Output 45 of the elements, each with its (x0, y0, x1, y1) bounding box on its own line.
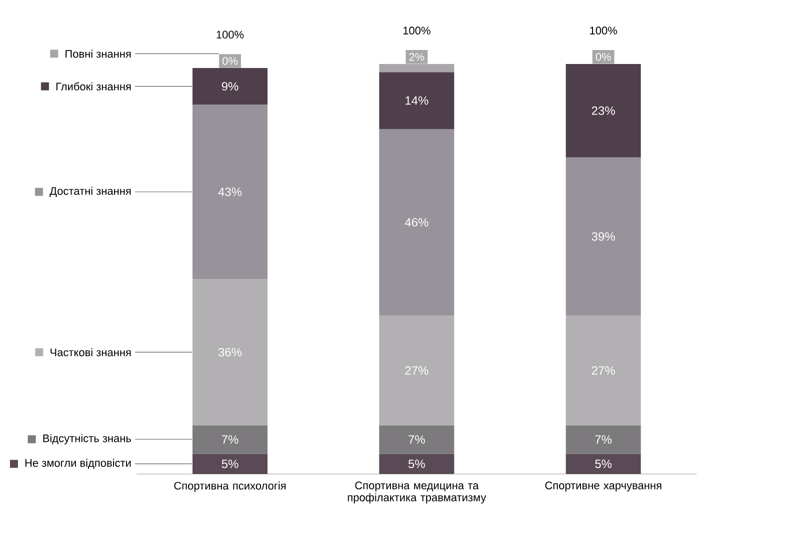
data-label: 2% (409, 53, 424, 61)
bar (379, 454, 454, 474)
data-label: 46% (404, 218, 428, 227)
data-label: 27% (405, 366, 428, 375)
data-label: 7% (222, 435, 238, 444)
x-tick-label: Спортивна медицина та профілактика травматизму (348, 482, 486, 504)
bar (192, 425, 268, 454)
legend-label: Часткові знання (50, 348, 131, 356)
data-label: 5% (408, 460, 425, 468)
bar (192, 68, 268, 105)
total-label: 100% (403, 26, 430, 34)
bar (379, 316, 454, 426)
data-label: 7% (595, 435, 612, 444)
bar (566, 425, 641, 454)
bar (192, 279, 268, 426)
x-tick-label: Спортивне харчування (545, 482, 662, 492)
total-label: 100% (590, 26, 617, 34)
bar (566, 454, 641, 474)
bar (379, 425, 454, 454)
data-label: 5% (222, 460, 238, 468)
legend-label: Не змогли відповісти (25, 458, 131, 469)
data-label: 27% (592, 366, 615, 375)
legend-label: Повні знання (66, 50, 131, 58)
data-label: 7% (408, 435, 425, 444)
legend-label: Достатні знання (50, 186, 131, 197)
data-label: 0% (222, 57, 238, 65)
data-label: 23% (592, 106, 615, 115)
data-label: 39% (592, 232, 615, 241)
data-label: 0% (596, 53, 611, 61)
total-label: 100% (216, 30, 244, 39)
bar (192, 454, 268, 474)
data-label: 9% (222, 82, 238, 91)
bar (566, 316, 641, 426)
bar (192, 104, 268, 280)
x-tick-label: Спортивна психологія (174, 482, 286, 492)
bar (566, 157, 641, 316)
data-label: 5% (595, 460, 612, 468)
bar (379, 72, 454, 129)
data-label: 14% (406, 96, 428, 105)
data-label: 36% (218, 348, 242, 356)
bar (566, 64, 641, 158)
data-label: 43% (218, 188, 242, 196)
bar (379, 128, 454, 316)
legend-label: Відсутність знань (43, 434, 131, 444)
legend-label: Глибокі знання (56, 82, 131, 90)
